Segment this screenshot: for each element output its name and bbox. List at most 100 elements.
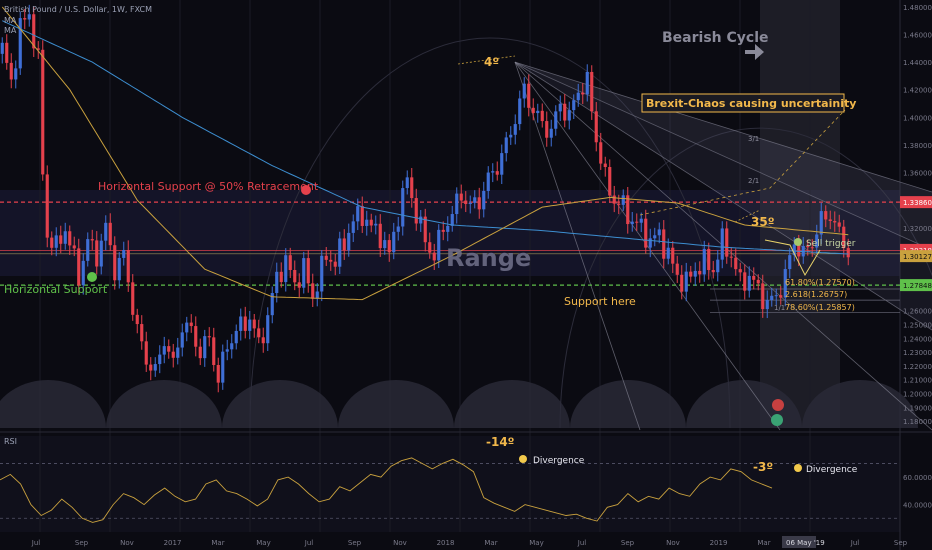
candle-body [329,259,333,262]
fan-line [514,61,932,193]
candle-body [752,275,756,280]
candle-body [14,68,18,80]
candle-body [72,245,76,249]
candle-body [653,235,657,239]
angle-top-line [457,55,516,65]
candle-body [356,206,360,222]
candle-body [162,346,166,355]
candle-body [126,250,130,283]
candle-body [401,188,405,227]
x-tick-label: Mar [757,539,770,547]
candle-body [405,177,409,189]
candle-body [792,244,796,256]
ma-slow-line [2,20,849,255]
fib-1x1-label: 1/1 [774,304,785,312]
candle-body [351,221,355,233]
candle-body [680,274,684,292]
candle-body [194,326,198,347]
candle-body [0,42,4,54]
fan-fill [515,62,932,251]
candle-body [558,103,562,112]
fan-line [514,61,932,251]
badge-ma-bg [900,250,932,263]
candle-body [396,226,400,232]
candle-body [464,200,468,205]
ma-fast-line [1,6,849,301]
candle-body [612,195,616,204]
candle-body [297,282,301,288]
candle-body [342,238,346,251]
indicator-ma2-label: MA [4,26,17,35]
rsi-y-tick-label: 60.0000 [903,474,932,482]
candle-body [81,260,85,286]
candle-body [45,174,49,238]
candle-body [369,219,373,226]
candle-body [275,271,279,294]
candle-body [104,222,108,241]
range-label: Range [446,244,531,272]
candle-body [180,332,184,348]
candle-body [140,324,144,342]
candle-body [212,337,216,365]
candle-body [41,49,45,175]
candle-body [198,346,202,359]
candle-body [473,197,477,203]
candle-body [563,103,567,121]
y-tick-label: 1.21000 [903,377,932,385]
y-tick-label: 1.20000 [903,390,932,398]
candle-body [815,234,819,248]
candle-body [189,322,193,327]
candle-body [576,92,580,101]
x-tick-label: May [256,539,270,547]
candle-body [657,229,661,236]
x-tick-label: Nov [666,539,680,547]
candle-body [99,240,103,267]
candle-body [842,226,846,249]
y-tick-label: 1.18000 [903,418,932,426]
candle-body [783,269,787,298]
rsi-angle-right-label: -3º [753,460,773,474]
cycle-arc [338,380,454,428]
badge-support-bg [900,279,932,292]
angle-right-line [734,209,761,223]
candle-body [284,255,288,283]
cycle-arc [0,380,106,428]
candle-body [333,261,337,267]
candle-body [486,172,490,191]
candle-body [707,248,711,271]
y-tick-label: 1.42000 [903,87,932,95]
sell-trigger-label: Sell trigger [806,239,856,249]
candle-body [293,269,297,283]
x-tick-label: Jul [304,539,314,547]
candle-body [338,238,342,267]
candle-body [477,197,481,210]
candle-body [594,111,598,143]
candle-body [360,206,364,226]
candle-body [410,177,414,199]
candle-body [671,247,675,264]
candle-body [500,153,504,175]
candle-body [306,258,310,284]
candle-body [149,364,153,371]
candle-body [428,242,432,253]
y-tick-label: 1.25000 [903,321,932,329]
candle-body [536,110,540,114]
candle-body [185,322,189,333]
x-tick-label: 2019 [710,539,728,547]
support-here-label: Support here [564,295,636,308]
y-tick-label: 1.23000 [903,349,932,357]
candle-body [252,319,256,329]
badge-resistance-bg [900,196,932,209]
candle-body [806,246,810,248]
date-badge-bg [782,536,816,548]
candle-body [725,228,729,257]
badge-ma: 1.30127 [903,253,932,261]
candle-body [518,98,522,125]
candle-body [423,216,427,243]
projection-path [764,239,821,277]
x-tick-label: Jul [577,539,587,547]
candle-body [819,211,823,235]
indicator-ma-label: MA [4,16,17,25]
x-tick-label: Mar [211,539,224,547]
